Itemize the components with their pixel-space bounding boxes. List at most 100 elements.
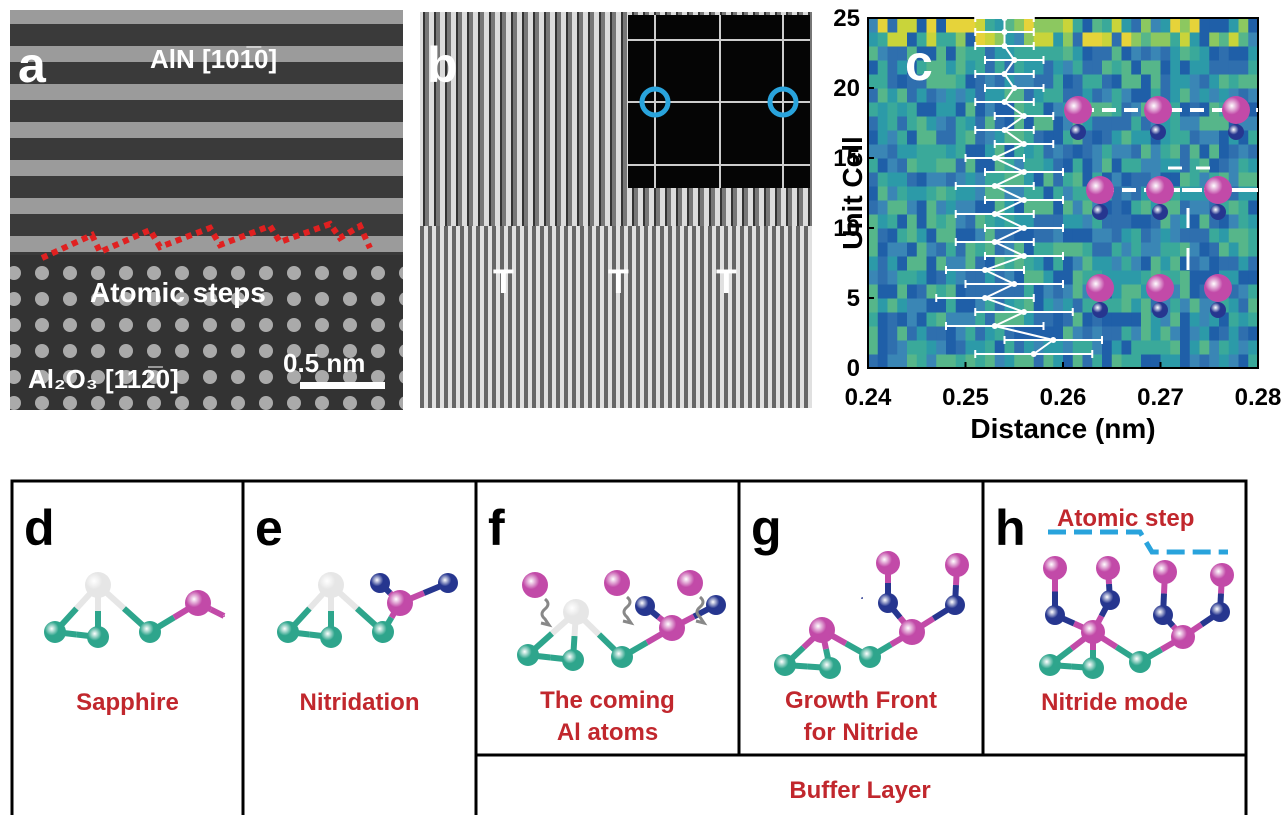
heat-cell <box>888 354 898 369</box>
heat-cell <box>1239 144 1249 159</box>
heat-cell <box>1131 340 1141 355</box>
x-axis-label: Distance (nm) <box>970 413 1155 444</box>
heat-cell <box>1112 242 1122 257</box>
heat-cell <box>1170 88 1180 103</box>
heat-cell <box>1200 130 1210 145</box>
heat-cell <box>917 200 927 215</box>
atom <box>1210 563 1234 587</box>
heat-cell <box>1092 158 1102 173</box>
heat-cell <box>1053 88 1063 103</box>
heat-cell <box>907 354 917 369</box>
heat-cell <box>878 116 888 131</box>
heat-cell <box>966 214 976 229</box>
heat-cell <box>878 228 888 243</box>
heat-cell <box>1122 214 1132 229</box>
heat-cell <box>868 18 878 33</box>
heat-cell <box>888 144 898 159</box>
heat-cell <box>1083 242 1093 257</box>
heat-cell <box>1180 74 1190 89</box>
heat-cell <box>1209 32 1219 47</box>
heat-cell <box>946 200 956 215</box>
heat-cell <box>956 214 966 229</box>
heat-cell <box>1239 46 1249 61</box>
heat-cell <box>1151 18 1161 33</box>
heat-cell <box>966 284 976 299</box>
heat-cell <box>1034 32 1044 47</box>
heat-cell <box>1141 60 1151 75</box>
heat-cell <box>1122 340 1132 355</box>
heat-cell <box>1219 326 1229 341</box>
heat-cell <box>1248 116 1258 131</box>
heat-cell <box>975 214 985 229</box>
data-point <box>982 295 988 301</box>
heat-cell <box>956 46 966 61</box>
heat-cell <box>936 74 946 89</box>
data-point <box>1021 141 1027 147</box>
heat-cell <box>1053 284 1063 299</box>
heat-cell <box>1034 284 1044 299</box>
heat-cell <box>1180 46 1190 61</box>
heat-cell <box>956 130 966 145</box>
heat-cell <box>1229 298 1239 313</box>
heat-cell <box>956 228 966 243</box>
heat-cell <box>1229 74 1239 89</box>
atom <box>185 590 211 616</box>
atom <box>1086 274 1114 302</box>
heat-cell <box>966 18 976 33</box>
scale-label: 0.5 nm <box>283 348 365 378</box>
heat-cell <box>936 32 946 47</box>
heat-cell <box>868 284 878 299</box>
heat-cell <box>1229 326 1239 341</box>
heat-cell <box>878 284 888 299</box>
heat-cell <box>985 340 995 355</box>
heat-cell <box>1180 172 1190 187</box>
heat-cell <box>897 172 907 187</box>
heat-cell <box>966 172 976 187</box>
heat-cell <box>956 102 966 117</box>
heat-cell <box>1044 144 1054 159</box>
arrow <box>623 597 631 623</box>
heat-cell <box>1141 32 1151 47</box>
heat-cell <box>1151 256 1161 271</box>
heat-cell <box>975 60 985 75</box>
heat-cell <box>897 130 907 145</box>
heat-cell <box>1034 158 1044 173</box>
heat-cell <box>1053 270 1063 285</box>
heat-cell <box>1219 144 1229 159</box>
heat-cell <box>1024 74 1034 89</box>
heat-cell <box>1131 312 1141 327</box>
heat-cell <box>1034 60 1044 75</box>
atom <box>85 572 111 598</box>
heat-cell <box>1044 284 1054 299</box>
atom <box>1092 302 1108 318</box>
atom <box>899 619 925 645</box>
heat-cell <box>1239 312 1249 327</box>
heat-cell <box>878 88 888 103</box>
heat-cell <box>1034 200 1044 215</box>
heat-cell <box>868 298 878 313</box>
data-point <box>992 211 998 217</box>
heat-cell <box>1239 354 1249 369</box>
heat-cell <box>1083 18 1093 33</box>
heat-cell <box>1122 144 1132 159</box>
heat-cell <box>1200 340 1210 355</box>
heat-cell <box>917 18 927 33</box>
heat-cell <box>1053 214 1063 229</box>
heat-cell <box>1131 130 1141 145</box>
heat-cell <box>946 298 956 313</box>
caption: for Nitride <box>804 719 919 746</box>
heat-cell <box>956 298 966 313</box>
data-point <box>1021 113 1027 119</box>
data-point <box>992 155 998 161</box>
heat-cell <box>975 32 985 47</box>
heat-cell <box>1180 354 1190 369</box>
heat-cell <box>1092 144 1102 159</box>
heat-cell <box>888 74 898 89</box>
heat-cell <box>936 214 946 229</box>
heat-cell <box>1248 298 1258 313</box>
heat-cell <box>985 102 995 117</box>
heat-cell <box>1170 158 1180 173</box>
heat-cell <box>1044 200 1054 215</box>
heat-cell <box>1131 200 1141 215</box>
heat-cell <box>1112 172 1122 187</box>
